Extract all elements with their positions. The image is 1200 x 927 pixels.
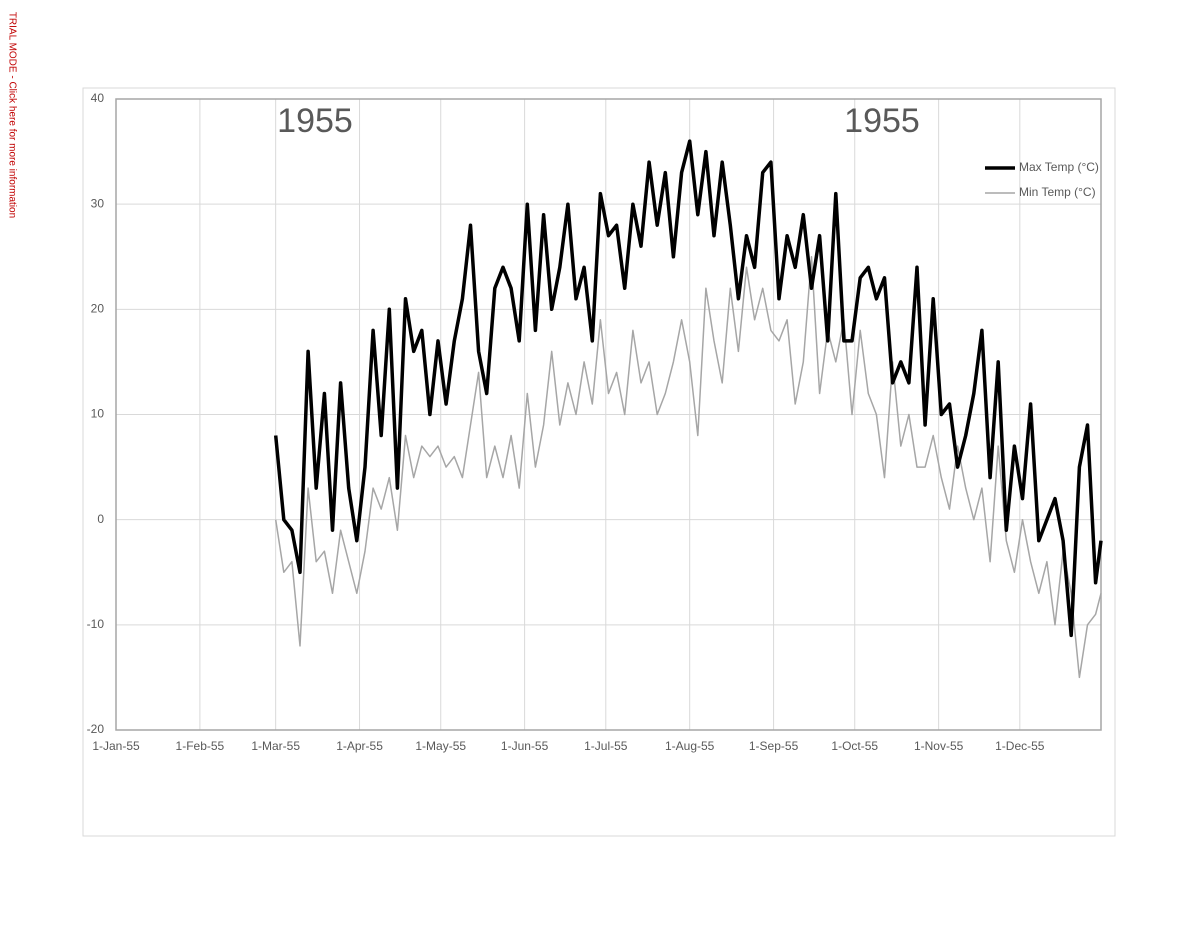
x-tick-label: 1-Sep-55: [749, 739, 799, 753]
x-tick-label: 1-Oct-55: [831, 739, 878, 753]
plot-border: [115, 98, 1102, 731]
series-line: [274, 256, 1102, 679]
legend-label: Min Temp (°C): [1019, 185, 1096, 199]
series-line: [273, 139, 1103, 638]
x-tick-label: 1-Aug-55: [665, 739, 715, 753]
annotation: 1955: [277, 102, 353, 140]
x-tick-label: 1-Jun-55: [501, 739, 549, 753]
watermark[interactable]: TRIAL MODE - Click here for more informa…: [6, 12, 17, 218]
y-tick-label: 30: [91, 196, 105, 210]
y-tick-label: 40: [91, 91, 105, 105]
annotation: 1955: [844, 102, 920, 140]
y-tick-label: 20: [91, 302, 105, 316]
x-tick-label: 1-Jul-55: [584, 739, 628, 753]
y-tick-label: 0: [97, 512, 104, 526]
x-tick-label: 1-Jan-55: [92, 739, 140, 753]
x-tick-label: 1-Mar-55: [251, 739, 300, 753]
y-tick-label: -20: [87, 722, 105, 736]
x-tick-label: 1-May-55: [415, 739, 466, 753]
x-tick-label: 1-Feb-55: [176, 739, 225, 753]
x-tick-label: 1-Apr-55: [336, 739, 383, 753]
x-tick-label: 1-Nov-55: [914, 739, 964, 753]
legend-label: Max Temp (°C): [1019, 160, 1099, 174]
y-tick-label: -10: [87, 617, 105, 631]
x-tick-label: 1-Dec-55: [995, 739, 1045, 753]
y-tick-label: 10: [91, 407, 105, 421]
